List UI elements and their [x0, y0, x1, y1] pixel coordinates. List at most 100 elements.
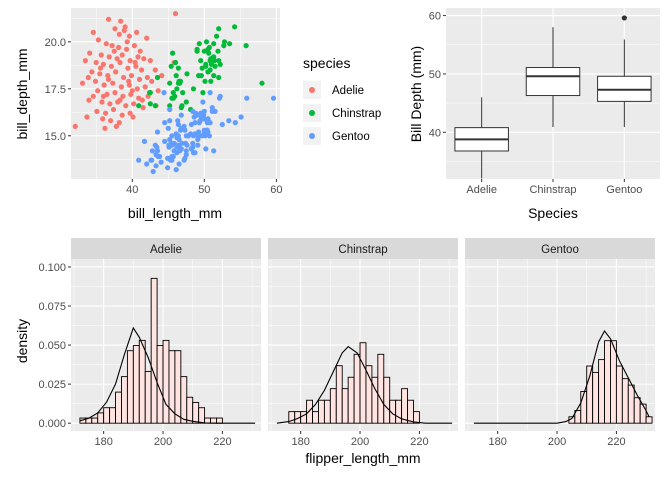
- scatter-point-gentoo: [149, 148, 155, 154]
- scatter-point-gentoo: [174, 144, 180, 150]
- histogram-y-tick-label: 0.050: [38, 340, 66, 352]
- scatter-point-chinstrap: [173, 73, 179, 79]
- boxplot-x-tick-label: Adelie: [466, 184, 497, 196]
- scatter-point-gentoo: [226, 118, 232, 124]
- scatter-point-gentoo: [178, 146, 184, 152]
- scatter-point-chinstrap: [227, 41, 233, 47]
- boxplot-chinstrap-box: [525, 67, 581, 97]
- scatter-point-gentoo: [205, 129, 211, 135]
- histogram-bar-adelie: [138, 339, 146, 424]
- scatter-point-adelie: [121, 74, 127, 81]
- facet-chinstrap: Chinstrap 180 200 220: [268, 238, 458, 448]
- scatter-point-gentoo: [202, 133, 208, 139]
- scatter-point-gentoo: [175, 133, 181, 139]
- scatter-x-tick-label: 60: [270, 184, 282, 196]
- histogram-bar-chinstrap: [318, 399, 325, 424]
- scatter-point-adelie: [142, 84, 148, 90]
- scatter-point-adelie: [116, 31, 122, 37]
- scatter-point-gentoo: [200, 99, 206, 105]
- histogram-bar-adelie: [192, 401, 200, 424]
- scatter-point-gentoo: [181, 157, 187, 163]
- facet-strip-label-gentoo: Gentoo: [541, 244, 579, 256]
- scatter-point-gentoo: [198, 133, 204, 139]
- facet-gentoo: Gentoo 180 200 220: [465, 238, 655, 448]
- scatter-point-adelie: [129, 88, 135, 94]
- scatter-point-gentoo: [144, 161, 150, 167]
- histogram-panel: Adelie 180 200 220 Chinstrap 180 200 220 Gentoo 1…: [14, 238, 655, 466]
- scatter-point-adelie: [102, 125, 108, 131]
- scatter-point-adelie: [110, 106, 117, 113]
- scatter-x-ticks: 40 50 60: [126, 179, 283, 196]
- scatter-point-adelie: [103, 41, 109, 47]
- scatter-point-adelie: [119, 112, 125, 118]
- histogram-y-ticks: 0.000 0.025 0.050 0.075 0.100: [38, 262, 71, 430]
- scatter-point-adelie: [119, 52, 125, 58]
- legend-label: Chinstrap: [332, 108, 381, 120]
- histogram-x-axis-title: flipper_length_mm: [305, 450, 420, 466]
- scatter-point-chinstrap: [194, 46, 200, 52]
- histogram-y-tick-label: 0.100: [38, 262, 66, 274]
- scatter-point-adelie: [105, 16, 112, 22]
- scatter-point-adelie: [113, 123, 119, 129]
- scatter-point-gentoo: [176, 161, 182, 167]
- histogram-y-tick-label: 0.000: [38, 418, 66, 430]
- scatter-point-adelie: [93, 59, 99, 66]
- scatter-point-adelie: [134, 86, 140, 92]
- histogram-y-axis-title: density: [14, 319, 30, 363]
- scatter-point-adelie: [72, 123, 78, 129]
- scatter-point-gentoo: [150, 168, 156, 175]
- scatter-point-adelie: [116, 120, 122, 126]
- scatter-point-adelie: [127, 110, 133, 116]
- scatter-point-chinstrap: [183, 99, 189, 105]
- histogram-bar-chinstrap: [341, 388, 349, 424]
- scatter-point-gentoo: [136, 157, 142, 163]
- scatter-point-chinstrap: [207, 67, 213, 73]
- scatter-point-gentoo: [183, 133, 189, 139]
- scatter-y-axis-title: bill_depth_mm: [14, 48, 30, 139]
- scatter-point-adelie: [105, 76, 112, 82]
- scatter-point-gentoo: [162, 120, 168, 126]
- histogram-x-tick-label: 220: [410, 436, 428, 448]
- scatter-y-tick-label: 15.0: [45, 131, 66, 143]
- histogram-y-tick-label: 0.075: [38, 301, 66, 313]
- scatter-point-gentoo: [174, 150, 180, 156]
- scatter-point-chinstrap: [184, 71, 190, 77]
- scatter-point-gentoo: [217, 93, 223, 99]
- scatter-point-gentoo: [181, 123, 187, 129]
- scatter-point-gentoo: [165, 165, 171, 171]
- facet-strip-chinstrap: [268, 238, 458, 259]
- scatter-point-chinstrap: [167, 103, 173, 109]
- scatter-point-gentoo: [204, 120, 210, 126]
- facet-strip-adelie: [71, 238, 261, 259]
- histogram-bar-adelie: [103, 407, 111, 424]
- scatter-point-adelie: [127, 58, 133, 64]
- histogram-bar-chinstrap: [347, 376, 355, 424]
- scatter-point-chinstrap: [196, 41, 202, 47]
- boxplot-y-tick-label: 40: [429, 127, 441, 139]
- histogram-bar-chinstrap: [377, 353, 385, 424]
- scatter-point-chinstrap: [214, 33, 220, 39]
- scatter-point-chinstrap: [198, 58, 204, 64]
- histogram-bar-adelie: [97, 412, 105, 424]
- scatter-point-adelie: [140, 105, 146, 111]
- scatter-point-chinstrap: [200, 90, 206, 96]
- histogram-bar-adelie: [174, 350, 182, 424]
- scatter-point-gentoo: [183, 148, 189, 154]
- scatter-point-chinstrap: [232, 24, 238, 30]
- histogram-bar-chinstrap: [329, 388, 337, 424]
- boxplot-panel: Adelie Chinstrap Gentoo 40 50 60 Species Bil…: [408, 8, 660, 221]
- scatter-point-gentoo: [167, 118, 173, 124]
- scatter-point-gentoo: [203, 146, 209, 152]
- scatter-point-adelie: [141, 56, 147, 62]
- scatter-point-chinstrap: [152, 103, 158, 109]
- histogram-bar-chinstrap: [306, 399, 313, 424]
- histogram-bar-chinstrap: [312, 411, 319, 424]
- scatter-y-tick-label: 17.5: [45, 84, 66, 96]
- scatter-point-adelie: [126, 33, 132, 39]
- histogram-bar-chinstrap: [365, 365, 373, 424]
- boxplot-x-tick-label: Gentoo: [606, 184, 642, 196]
- scatter-point-adelie: [131, 101, 137, 107]
- scatter-point-gentoo: [162, 138, 168, 144]
- histogram-bar-adelie: [150, 277, 158, 424]
